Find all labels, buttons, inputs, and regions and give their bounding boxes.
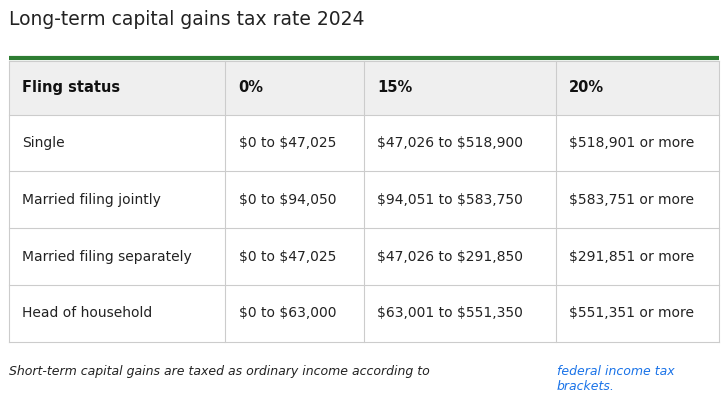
Text: $551,351 or more: $551,351 or more (569, 306, 694, 320)
Text: $47,026 to $518,900: $47,026 to $518,900 (377, 136, 523, 150)
Text: 20%: 20% (569, 81, 604, 95)
Text: $0 to $94,050: $0 to $94,050 (239, 193, 336, 207)
Text: Head of household: Head of household (22, 306, 152, 320)
Text: federal income tax
brackets.: federal income tax brackets. (557, 365, 674, 393)
Text: $94,051 to $583,750: $94,051 to $583,750 (377, 193, 523, 207)
Text: Short-term capital gains are taxed as ordinary income according to: Short-term capital gains are taxed as or… (9, 365, 433, 378)
Text: $291,851 or more: $291,851 or more (569, 250, 695, 263)
Text: Long-term capital gains tax rate 2024: Long-term capital gains tax rate 2024 (9, 10, 364, 29)
Text: Married filing separately: Married filing separately (22, 250, 191, 263)
Text: $583,751 or more: $583,751 or more (569, 193, 694, 207)
Text: $63,001 to $551,350: $63,001 to $551,350 (377, 306, 523, 320)
Text: $518,901 or more: $518,901 or more (569, 136, 695, 150)
Text: $47,026 to $291,850: $47,026 to $291,850 (377, 250, 523, 263)
Text: Fling status: Fling status (22, 81, 120, 95)
Text: $0 to $47,025: $0 to $47,025 (239, 250, 336, 263)
Text: 0%: 0% (239, 81, 264, 95)
Text: 15%: 15% (377, 81, 412, 95)
Text: Single: Single (22, 136, 65, 150)
Text: $0 to $47,025: $0 to $47,025 (239, 136, 336, 150)
Text: Married filing jointly: Married filing jointly (22, 193, 161, 207)
Text: $0 to $63,000: $0 to $63,000 (239, 306, 336, 320)
